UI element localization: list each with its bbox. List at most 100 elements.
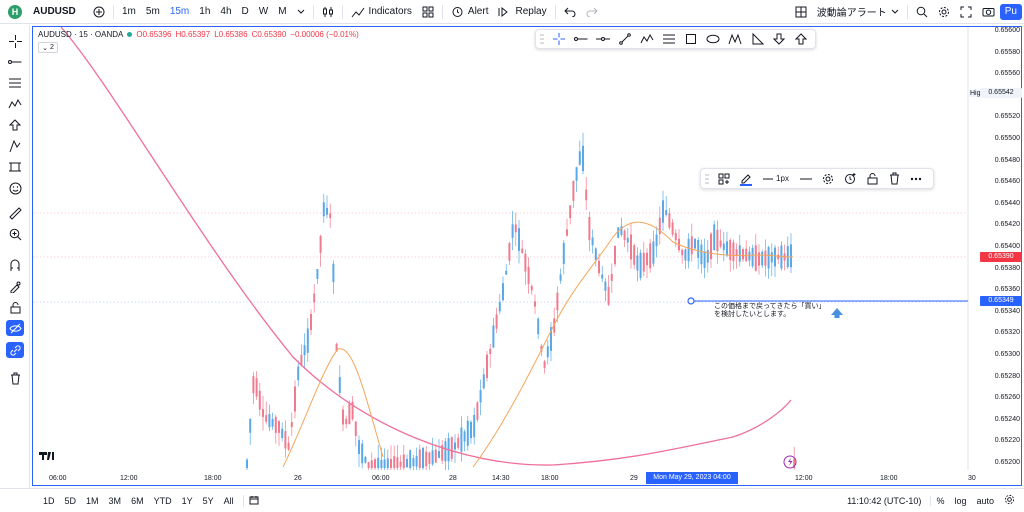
indicators-collapse-toggle[interactable]: ⌄ 2 (38, 42, 58, 53)
timeframe-m[interactable]: M (278, 6, 287, 17)
layout-grid-icon[interactable] (790, 0, 812, 24)
publish-button[interactable]: Pu (999, 3, 1022, 20)
brush-icon[interactable] (6, 138, 24, 154)
timeframe-5m[interactable]: 5m (145, 6, 160, 17)
timeframe-15m[interactable]: 15m (169, 6, 190, 17)
replay-button[interactable]: Replay (493, 0, 551, 24)
measure-icon[interactable] (6, 159, 24, 175)
candle-body (434, 449, 437, 463)
symbol-legend: AUDUSD · 15 · OANDA O0.65396 H0.65397 L0… (38, 30, 359, 39)
range-ytd[interactable]: YTD (153, 495, 172, 506)
emoji-icon[interactable] (6, 180, 24, 196)
rectangle-tool-icon[interactable] (680, 30, 702, 48)
pattern-icon[interactable] (6, 96, 24, 112)
horizontal-ray-tool-icon[interactable] (570, 30, 592, 48)
candle-body (527, 266, 530, 284)
drag-handle-icon[interactable] (701, 170, 713, 188)
add-alert-icon[interactable] (839, 170, 861, 188)
timeframe-w[interactable]: W (258, 6, 269, 17)
line-width-dropdown[interactable]: 1px (757, 170, 795, 188)
magnet-icon[interactable] (6, 257, 24, 273)
trend-line-icon[interactable] (6, 54, 24, 70)
percent-scale-toggle[interactable]: % (930, 495, 949, 506)
candle-body (258, 390, 261, 410)
line-width-label: 1px (776, 174, 789, 183)
go-to-date-icon[interactable] (242, 494, 264, 507)
clock-timezone[interactable]: 11:10:42 (UTC-10) (847, 495, 922, 506)
timeframe-dropdown-icon[interactable] (292, 0, 310, 24)
redo-icon[interactable] (581, 0, 603, 24)
trend-line-tool-icon[interactable] (614, 30, 636, 48)
chart-type-candles-icon[interactable] (317, 0, 339, 24)
hide-drawings-eye-icon[interactable] (6, 320, 24, 336)
lock-icon[interactable] (6, 299, 24, 315)
candle-body (716, 229, 719, 252)
arrow-up-tool-icon[interactable] (790, 30, 812, 48)
templates-icon[interactable] (417, 0, 439, 24)
candle-body (649, 243, 652, 269)
templates-icon[interactable] (713, 170, 735, 188)
candlestick-chart[interactable] (33, 27, 1020, 470)
crosshair-icon[interactable] (6, 33, 24, 49)
fullscreen-icon[interactable] (955, 0, 977, 24)
triangle-tool-icon[interactable] (746, 30, 768, 48)
line-style-icon[interactable] (795, 170, 817, 188)
drag-handle-icon[interactable] (536, 30, 548, 48)
range-1y[interactable]: 1Y (181, 495, 193, 506)
crosshair-tool-icon[interactable] (548, 30, 570, 48)
alert-name-dropdown[interactable]: 波動論アラート (812, 0, 904, 24)
log-scale-toggle[interactable]: log (954, 495, 967, 506)
lightning-icon[interactable] (783, 455, 797, 469)
timeframe-4h[interactable]: 4h (220, 6, 232, 17)
parallel-channel-tool-icon[interactable] (658, 30, 680, 48)
user-avatar-icon[interactable]: H (8, 4, 22, 19)
candle-body (697, 239, 700, 259)
settings-gear-icon[interactable] (999, 494, 1020, 507)
ray-anchor-handle[interactable] (687, 297, 695, 305)
more-options-icon[interactable] (905, 170, 927, 188)
range-6m[interactable]: 6M (131, 495, 144, 506)
price-tick-label: 0.65520 (994, 113, 1020, 121)
range-3m[interactable]: 3M (108, 495, 122, 506)
arrow-down-tool-icon[interactable] (768, 30, 790, 48)
settings-gear-icon[interactable] (933, 0, 955, 24)
path-tool-icon[interactable] (636, 30, 658, 48)
horizontal-line-tool-icon[interactable] (592, 30, 614, 48)
timeframe-d[interactable]: D (241, 6, 249, 17)
timeframe-1h[interactable]: 1h (199, 6, 211, 17)
ellipse-tool-icon[interactable] (702, 30, 724, 48)
indicators-button[interactable]: Indicators (346, 0, 417, 24)
candle-body (342, 409, 344, 425)
pencil-color-icon[interactable] (735, 170, 757, 188)
candle-body (316, 269, 319, 279)
search-icon[interactable] (911, 0, 933, 24)
xabcd-pattern-tool-icon[interactable] (724, 30, 746, 48)
range-5y[interactable]: 5Y (202, 495, 214, 506)
snapshot-camera-icon[interactable] (977, 0, 1000, 24)
trash-icon[interactable] (883, 170, 905, 188)
candle-body (492, 325, 495, 348)
legend-high: H0.65397 (175, 30, 211, 39)
projection-arrow-icon[interactable] (6, 117, 24, 133)
lock-icon[interactable] (861, 170, 883, 188)
price-tick-label: 0.65220 (994, 437, 1020, 445)
symbol-search-button[interactable]: AUDUSD (33, 6, 76, 17)
undo-icon[interactable] (559, 0, 581, 24)
alert-button[interactable]: Alert (446, 0, 494, 24)
candle-body (706, 250, 709, 263)
range-1d[interactable]: 1D (43, 495, 55, 506)
settings-gear-icon[interactable] (817, 170, 839, 188)
fib-channel-icon[interactable] (6, 75, 24, 91)
stay-in-drawing-icon[interactable] (6, 278, 24, 294)
link-icon[interactable] (6, 342, 24, 358)
zoom-in-icon[interactable] (6, 226, 24, 242)
ruler-icon[interactable] (6, 205, 24, 221)
auto-scale-toggle[interactable]: auto (976, 495, 994, 506)
trash-icon[interactable] (6, 370, 24, 386)
range-1m[interactable]: 1M (86, 495, 99, 506)
range-5d[interactable]: 5D (64, 495, 77, 506)
alert-name-label: 波動論アラート (816, 8, 887, 19)
range-all[interactable]: All (223, 495, 234, 506)
timeframe-1m[interactable]: 1m (122, 6, 136, 17)
compare-add-icon[interactable] (88, 0, 110, 24)
